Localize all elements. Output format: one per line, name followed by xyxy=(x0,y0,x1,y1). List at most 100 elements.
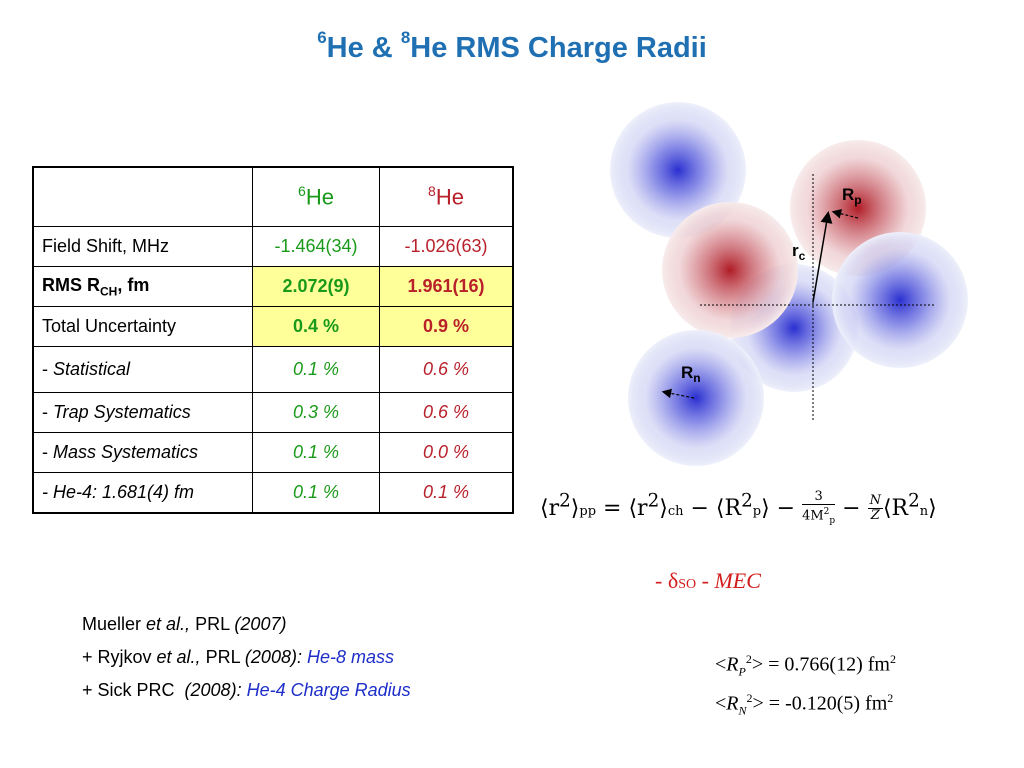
he6-value: -1.464(34) xyxy=(252,226,380,267)
ref-journal: PRL xyxy=(190,614,235,634)
mean-square-radii: <RP2> = 0.766(12) fm2 <RN2> = -0.120(5) … xyxy=(715,646,896,723)
fraction-2-numerator: N xyxy=(867,493,883,510)
formula-t2-open: ⟨R xyxy=(715,495,742,521)
delta-symbol: δ xyxy=(667,568,679,593)
neutron-sphere-bottom-left xyxy=(628,330,764,466)
radius-unit-sup: 2 xyxy=(887,690,894,705)
fraction-1-den-base: 4M xyxy=(802,508,824,524)
he8-value: 0.9 % xyxy=(379,306,514,347)
he6-value: 0.1 % xyxy=(252,432,380,473)
ref-author: Mueller xyxy=(82,614,147,634)
table-row-field-shift: Field Shift, MHz -1.464(34) -1.026(63) xyxy=(32,226,514,267)
label-dash: - xyxy=(42,442,53,462)
he8-symbol: He xyxy=(435,184,464,210)
fraction-1-numerator: 3 xyxy=(802,490,836,505)
fraction-2-denominator: Z xyxy=(870,508,880,524)
ref-year: (2008): xyxy=(184,680,242,700)
formula-t1-sup: 2 xyxy=(647,490,660,512)
radius-open: < xyxy=(715,653,727,676)
rp-label: Rp xyxy=(842,185,862,207)
row-label: - Trap Systematics xyxy=(32,392,253,433)
he6-value: 0.3 % xyxy=(252,392,380,433)
correction-dash-1: - xyxy=(655,568,668,593)
formula-lhs-open: ⟨r xyxy=(540,495,560,521)
references-list: Mueller et al., PRL (2007) + Ryjkov et a… xyxy=(82,608,411,707)
proton-sphere-left xyxy=(662,202,798,338)
ref-author: + Ryjkov xyxy=(82,647,157,667)
label-dash: - xyxy=(42,402,53,422)
row-label: Total Uncertainty xyxy=(32,306,253,347)
label-dash: - xyxy=(42,359,53,379)
table-row-statistical: - Statistical 0.1 % 0.6 % xyxy=(32,346,514,393)
formula-lhs-close: ⟩ xyxy=(570,495,580,521)
fraction-1-den-sub: p xyxy=(829,515,836,526)
label-text: Mass Systematics xyxy=(53,442,199,462)
formula-minus-2: − xyxy=(769,495,803,521)
header-he6: 6He xyxy=(252,166,380,227)
formula-t2-sub: p xyxy=(752,503,762,519)
he8-value: 0.6 % xyxy=(379,392,514,433)
neutron-sphere-right xyxy=(832,232,968,368)
title-part-2: He RMS Charge Radii xyxy=(410,32,707,64)
ref-note: He-8 mass xyxy=(301,647,394,667)
table-row-mass-systematics: - Mass Systematics 0.1 % 0.0 % xyxy=(32,432,514,473)
formula-t3-sup: 2 xyxy=(908,490,920,512)
he8-value: 0.1 % xyxy=(379,472,514,514)
radius-value: > = -0.120(5) fm xyxy=(752,692,888,715)
table-row-rms-radius: RMS RCH, fm 2.072(9) 1.961(16) xyxy=(32,266,514,307)
he6-value: 0.4 % xyxy=(252,306,380,347)
radii-results-table: 6He 8He Field Shift, MHz -1.464(34) -1.0… xyxy=(32,166,514,514)
neutron-sphere-top-left xyxy=(610,102,746,238)
table-row-he4-radius: - He-4: 1.681(4) fm 0.1 % 0.1 % xyxy=(32,472,514,514)
ref-author: + Sick PRC xyxy=(82,680,185,700)
formula-t3-sub: n xyxy=(919,503,929,519)
rp-arrow xyxy=(831,209,859,219)
slide-title: 6He & 8He RMS Charge Radii xyxy=(0,28,1024,65)
he8-value: 1.961(16) xyxy=(379,266,514,307)
label-text: Trap Systematics xyxy=(53,402,191,422)
formula-minus-1: − xyxy=(683,495,716,521)
table-header-row: 6He 8He xyxy=(32,166,514,227)
table-row-trap-systematics: - Trap Systematics 0.3 % 0.6 % xyxy=(32,392,514,433)
ref-etal: et al., xyxy=(156,647,201,667)
he6-value: 0.1 % xyxy=(252,346,380,393)
radius-value: > = 0.766(12) fm xyxy=(751,653,890,676)
proton-radius-line: <RP2> = 0.766(12) fm2 xyxy=(715,646,896,685)
label-text: RMS R xyxy=(42,274,100,295)
fraction-1-denominator: 4M2p xyxy=(802,505,835,528)
nucleus-diagram: Rp rc Rn xyxy=(610,102,968,466)
he6-value: 0.1 % xyxy=(252,472,380,514)
row-label: RMS RCH, fm xyxy=(32,266,253,307)
title-superscript-6: 6 xyxy=(317,28,327,47)
formula-t1-sub: ch xyxy=(667,503,684,519)
neutron-radius-line: <RN2> = -0.120(5) fm2 xyxy=(715,685,896,724)
label-text: Statistical xyxy=(53,359,131,379)
he8-value: -1.026(63) xyxy=(379,226,514,267)
label-unit: , fm xyxy=(117,274,150,295)
he8-mass-number: 8 xyxy=(428,183,436,200)
he6-mass-number: 6 xyxy=(298,183,306,200)
formula-lhs-sup: 2 xyxy=(559,490,571,512)
he8-value: 0.0 % xyxy=(379,432,514,473)
ref-etal: et al., xyxy=(146,614,191,634)
ref-year: (2008): xyxy=(244,647,302,667)
formula-t1-close: ⟩ xyxy=(659,495,668,521)
formula-t3-close: ⟩ xyxy=(928,495,937,521)
ref-note: He-4 Charge Radius xyxy=(241,680,411,700)
he6-symbol: He xyxy=(305,184,334,210)
radius-subscript: N xyxy=(738,703,747,718)
radius-open: < xyxy=(715,692,727,715)
formula-t2-close: ⟩ xyxy=(761,495,770,521)
radius-unit-sup: 2 xyxy=(889,652,896,666)
radius-superscript: 2 xyxy=(745,652,752,666)
reference-item-2: + Ryjkov et al., PRL (2008): He-8 mass xyxy=(82,641,411,674)
formula-t2-sup: 2 xyxy=(741,490,753,512)
rc-arrow xyxy=(812,211,833,303)
table-row-total-uncertainty: Total Uncertainty 0.4 % 0.9 % xyxy=(32,306,514,347)
title-superscript-8: 8 xyxy=(400,28,411,47)
row-label: - Mass Systematics xyxy=(32,432,253,473)
mec-term: MEC xyxy=(714,568,761,593)
row-label: Field Shift, MHz xyxy=(32,226,253,267)
formula-equals: = xyxy=(596,495,629,521)
